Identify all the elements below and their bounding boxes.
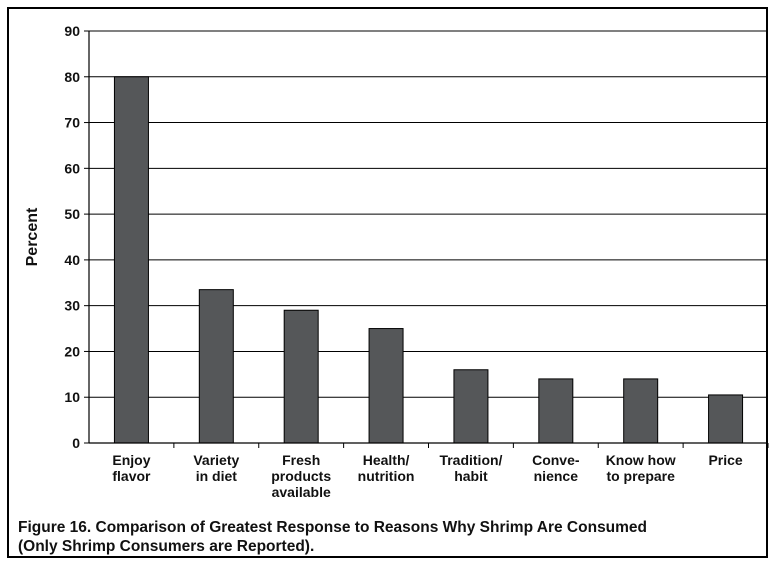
x-category-label: Enjoy (112, 452, 150, 468)
y-tick-label: 70 (64, 115, 80, 131)
x-category-label: habit (454, 468, 488, 484)
y-tick-label: 20 (64, 343, 80, 359)
y-axis-label: Percent (24, 207, 41, 266)
x-category-label: Price (708, 452, 742, 468)
bar (368, 328, 404, 444)
axes (88, 31, 769, 448)
caption-line-1: Figure 16. Comparison of Greatest Respon… (18, 519, 648, 536)
bar (113, 76, 149, 444)
x-category-label: Tradition/ (439, 452, 502, 468)
bar (708, 394, 744, 444)
x-category-label: products (271, 468, 331, 484)
y-tick-label: 0 (72, 435, 80, 451)
x-category-label: nutrition (358, 468, 415, 484)
y-ticks: 0 10 20 30 40 50 60 70 80 90 (64, 23, 89, 451)
x-category-label: available (272, 484, 331, 500)
y-tick-label: 80 (64, 69, 80, 85)
x-category-label: in diet (196, 468, 238, 484)
x-category-label: nience (534, 468, 579, 484)
gridlines (89, 30, 768, 398)
figure-caption: Figure 16. Comparison of Greatest Respon… (18, 518, 770, 556)
x-category-label: Fresh (282, 452, 320, 468)
y-tick-label: 60 (64, 160, 80, 176)
bar (538, 378, 574, 444)
caption-line-2: (Only Shrimp Consumers are Reported). (18, 538, 315, 555)
y-tick-label: 30 (64, 298, 80, 314)
x-category-label: Conve- (532, 452, 580, 468)
x-category-label: to prepare (606, 468, 675, 484)
x-category-label: Variety (193, 452, 239, 468)
x-category-label: Health/ (363, 452, 410, 468)
x-category-label: Know how (606, 452, 676, 468)
x-category-label: flavor (112, 468, 151, 484)
bar (623, 378, 659, 444)
bars (113, 76, 744, 444)
bar (198, 289, 234, 444)
y-tick-label: 50 (64, 206, 80, 222)
figure-frame (7, 7, 768, 558)
bar (283, 309, 319, 444)
bar (453, 369, 489, 444)
y-tick-label: 40 (64, 252, 80, 268)
y-tick-label: 10 (64, 389, 80, 405)
y-tick-label: 90 (64, 23, 80, 39)
